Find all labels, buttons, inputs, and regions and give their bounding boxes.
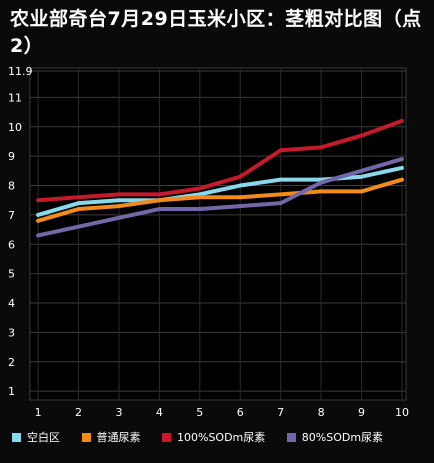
legend-item-sodm-80: 80%SODm尿素 (286, 430, 384, 446)
x-tick-label: 4 (156, 406, 163, 419)
legend-label-urea: 普通尿素 (96, 431, 141, 444)
x-tick-label: 10 (395, 406, 409, 419)
legend-swatch-sodm-80 (286, 433, 296, 442)
y-tick-label: 7 (8, 209, 15, 222)
legend-item-sodm-100: 100%SODm尿素 (162, 430, 265, 446)
y-tick-label: 10 (8, 121, 22, 134)
series-line-2 (36, 118, 404, 203)
x-tick-label: 8 (318, 406, 325, 419)
series-line-3 (36, 157, 404, 238)
legend-swatch-sodm-100 (162, 433, 171, 442)
series-line-1 (36, 177, 404, 223)
x-tick-label: 2 (75, 406, 82, 419)
legend-label-sodm-100: 100%SODm尿素 (177, 431, 266, 444)
legend-label-sodm-80: 80%SODm尿素 (301, 431, 384, 444)
x-tick-label: 7 (277, 406, 284, 419)
y-tick-label: 2 (8, 356, 15, 369)
chart-title: 农业部奇台7月29日玉米小区：茎粗对比图（点2） (10, 8, 422, 57)
y-tick-label: 3 (8, 326, 15, 339)
y-tick-label: 11.9 (8, 65, 33, 78)
y-tick-label: 9 (8, 150, 15, 163)
x-tick-label: 1 (35, 406, 42, 419)
x-tick-label: 5 (196, 406, 203, 419)
y-tick-label: 11 (8, 91, 22, 104)
legend: 空白区 普通尿素 100%SODm尿素 80%SODm尿素 (12, 430, 432, 446)
legend-item-blank: 空白区 (12, 430, 60, 446)
x-tick-label: 9 (358, 406, 365, 419)
y-tick-label: 8 (8, 180, 15, 193)
y-tick-label: 1 (8, 385, 15, 398)
plot-area (29, 67, 407, 401)
x-tick-label: 6 (237, 406, 244, 419)
y-tick-label: 5 (8, 268, 15, 281)
legend-swatch-urea (81, 433, 91, 442)
legend-swatch-blank (12, 433, 21, 442)
y-tick-label: 6 (8, 238, 15, 251)
legend-label-blank: 空白区 (27, 431, 60, 444)
x-tick-label: 3 (115, 406, 122, 419)
y-tick-label: 4 (8, 297, 15, 310)
legend-item-urea: 普通尿素 (81, 430, 141, 446)
